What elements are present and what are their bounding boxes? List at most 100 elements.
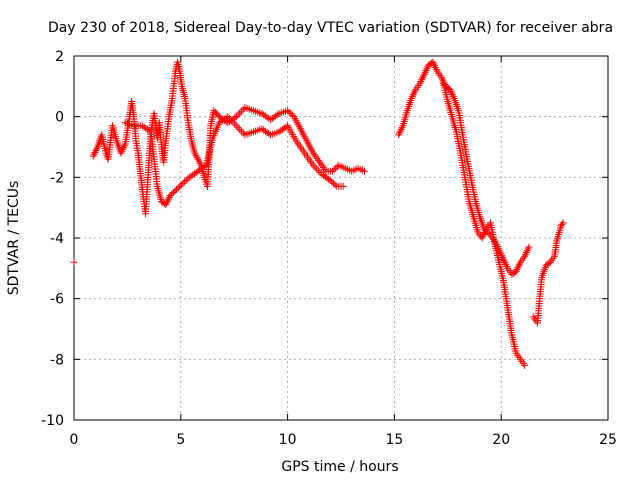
data-point (174, 184, 182, 192)
data-point (417, 77, 425, 85)
data-point (514, 264, 522, 272)
data-point (500, 257, 508, 265)
data-point (480, 230, 488, 238)
x-tick-label: 15 (385, 432, 403, 448)
data-point (503, 263, 511, 271)
data-point (502, 261, 510, 269)
x-axis-label: GPS time / hours (281, 459, 398, 475)
data-point (478, 234, 486, 242)
data-point (226, 114, 234, 122)
data-point (420, 70, 428, 78)
data-point (416, 79, 424, 87)
data-point (497, 250, 505, 258)
data-point (232, 122, 240, 130)
data-point (145, 127, 153, 135)
y-tick-labels: -10 -8 -6 -4 -2 0 2 (41, 49, 64, 429)
series-satellite-e (529, 219, 567, 327)
data-point (171, 187, 179, 195)
data-point (326, 176, 334, 184)
data-point (479, 232, 487, 240)
y-tick-label: -8 (50, 352, 64, 368)
data-point (395, 131, 403, 139)
data-point (409, 91, 417, 99)
data-point (407, 94, 415, 102)
x-tick-label: 10 (279, 432, 297, 448)
series-satellite-f (70, 258, 78, 266)
data-point (181, 178, 189, 186)
y-tick-label: -4 (50, 231, 64, 247)
chart-title: Day 230 of 2018, Sidereal Day-to-day VTE… (48, 20, 613, 36)
data-point (314, 167, 322, 175)
data-point (447, 87, 455, 95)
data-point (231, 120, 239, 128)
data-point (222, 114, 230, 122)
data-point (397, 125, 405, 133)
data-point (70, 258, 78, 266)
data-point (311, 151, 319, 159)
data-point (90, 150, 98, 158)
data-point (524, 245, 532, 253)
data-point (410, 89, 418, 97)
data-point (92, 147, 100, 155)
series-satellite-b (121, 113, 347, 209)
data-point (91, 148, 99, 156)
data-point (515, 262, 523, 270)
data-point (448, 89, 456, 97)
data-point (396, 127, 404, 135)
data-point (312, 153, 320, 161)
data-point (117, 149, 125, 157)
data-point (360, 167, 368, 175)
data-point (176, 182, 184, 190)
data-point (287, 110, 295, 118)
y-tick-label: -6 (50, 292, 64, 308)
data-point (232, 113, 240, 121)
data-point (521, 252, 529, 260)
data-point (523, 247, 531, 255)
data-point (419, 72, 427, 80)
data-point (321, 165, 329, 173)
data-point (408, 93, 416, 101)
x-tick-label: 0 (70, 432, 79, 448)
data-point (513, 266, 521, 274)
data-point (339, 182, 347, 190)
data-point (169, 189, 177, 196)
data-point (411, 87, 419, 95)
data-point (525, 243, 533, 251)
data-point (522, 249, 530, 257)
data-point (448, 91, 456, 99)
y-tick-label: -2 (50, 170, 64, 186)
data-point (284, 107, 292, 115)
data-point (177, 181, 185, 189)
data-point (239, 129, 247, 137)
data-point (512, 267, 520, 275)
data-point (273, 111, 281, 119)
data-point (288, 111, 296, 119)
data-point (332, 164, 340, 172)
data-point (236, 125, 244, 133)
x-tick-labels: 0 5 10 15 20 25 (70, 432, 617, 448)
data-point (485, 229, 493, 237)
data-point (237, 127, 245, 135)
data-point (318, 162, 326, 170)
data-point (481, 229, 489, 237)
y-axis-label: SDTVAR / TECUs (6, 181, 22, 296)
data-point (309, 149, 317, 157)
data-point (558, 220, 566, 228)
data-point (234, 124, 242, 132)
data-point (559, 219, 567, 227)
data-point (328, 167, 336, 175)
data-point (237, 107, 245, 115)
data-point (330, 166, 338, 174)
data-point (418, 76, 426, 84)
data-point (313, 155, 321, 163)
data-point (438, 75, 446, 83)
data-point (120, 142, 128, 150)
data-point (545, 259, 553, 267)
y-tick-label: -10 (41, 413, 64, 429)
data-point (168, 190, 176, 198)
data-point (317, 160, 325, 168)
data-point (422, 67, 430, 75)
data-point (431, 64, 439, 72)
series-satellite-a (89, 58, 368, 218)
data-point (229, 118, 237, 126)
